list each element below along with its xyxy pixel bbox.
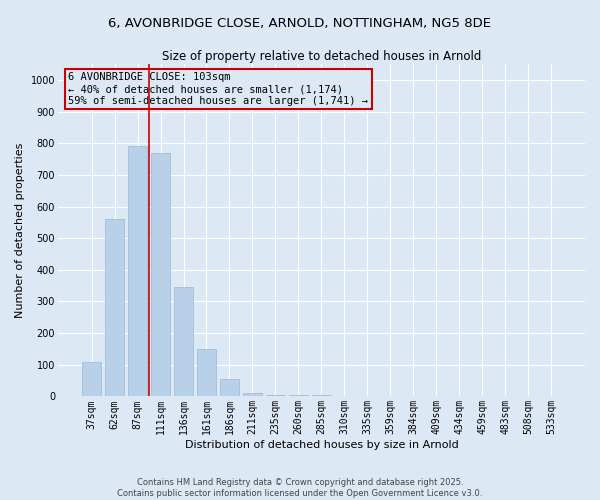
Bar: [174, 287, 193, 397]
Bar: [242, 392, 262, 396]
Bar: [220, 379, 239, 396]
X-axis label: Distribution of detached houses by size in Arnold: Distribution of detached houses by size …: [185, 440, 458, 450]
Bar: [266, 394, 285, 396]
Text: 6, AVONBRIDGE CLOSE, ARNOLD, NOTTINGHAM, NG5 8DE: 6, AVONBRIDGE CLOSE, ARNOLD, NOTTINGHAM,…: [109, 18, 491, 30]
Title: Size of property relative to detached houses in Arnold: Size of property relative to detached ho…: [162, 50, 481, 63]
Bar: [128, 146, 148, 396]
Bar: [105, 219, 124, 396]
Bar: [197, 349, 216, 397]
Text: Contains HM Land Registry data © Crown copyright and database right 2025.
Contai: Contains HM Land Registry data © Crown c…: [118, 478, 482, 498]
Bar: [289, 395, 308, 396]
Bar: [151, 153, 170, 396]
Y-axis label: Number of detached properties: Number of detached properties: [15, 142, 25, 318]
Text: 6 AVONBRIDGE CLOSE: 103sqm
← 40% of detached houses are smaller (1,174)
59% of s: 6 AVONBRIDGE CLOSE: 103sqm ← 40% of deta…: [68, 72, 368, 106]
Bar: [82, 362, 101, 396]
